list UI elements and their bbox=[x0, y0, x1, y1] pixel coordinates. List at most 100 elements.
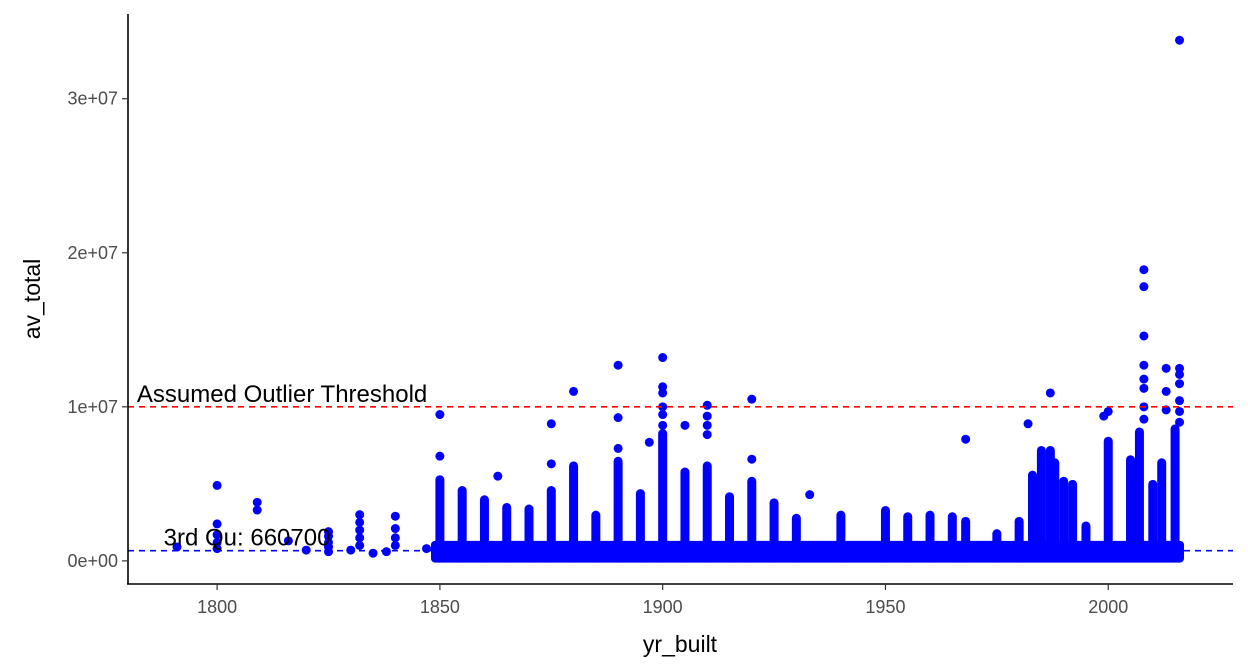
point-cluster bbox=[680, 467, 690, 563]
point-cluster bbox=[613, 456, 623, 563]
data-point bbox=[1175, 396, 1185, 406]
data-point bbox=[658, 353, 668, 363]
point-cluster bbox=[1157, 458, 1167, 562]
data-point bbox=[1161, 363, 1171, 373]
data-point bbox=[390, 540, 400, 550]
data-point bbox=[747, 454, 757, 464]
point-cluster bbox=[1027, 470, 1037, 562]
data-point bbox=[390, 511, 400, 521]
data-point bbox=[1175, 369, 1185, 379]
data-point bbox=[1175, 35, 1185, 45]
data-point bbox=[702, 430, 712, 440]
data-point bbox=[702, 420, 712, 430]
point-cluster bbox=[1134, 427, 1144, 562]
data-point bbox=[324, 547, 334, 557]
y-axis-title: av_total bbox=[19, 259, 45, 340]
data-point bbox=[324, 531, 334, 541]
data-point bbox=[658, 388, 668, 398]
data-point bbox=[658, 402, 668, 412]
data-point bbox=[1161, 405, 1171, 415]
data-point bbox=[1175, 406, 1185, 416]
point-cluster bbox=[1126, 455, 1136, 562]
x-axis-ticks: 1800 1850 1900 1950 2000 bbox=[197, 584, 1128, 617]
x-tick-label: 2000 bbox=[1088, 597, 1128, 617]
data-point bbox=[355, 517, 365, 527]
point-cluster bbox=[1036, 445, 1046, 562]
data-point bbox=[252, 497, 262, 507]
y-tick-label: 0e+00 bbox=[67, 551, 118, 571]
x-tick-label: 1800 bbox=[197, 597, 237, 617]
data-point bbox=[212, 480, 222, 490]
data-point bbox=[1139, 360, 1149, 370]
data-point bbox=[493, 471, 503, 481]
data-point bbox=[381, 547, 391, 557]
point-cluster bbox=[658, 429, 668, 563]
x-axis-title: yr_built bbox=[643, 631, 718, 657]
point-cluster bbox=[435, 475, 445, 563]
y-tick-label: 1e+07 bbox=[67, 397, 118, 417]
data-point bbox=[252, 505, 262, 515]
data-point bbox=[658, 420, 668, 430]
data-point bbox=[355, 525, 365, 535]
data-point bbox=[644, 437, 654, 447]
x-tick-label: 1900 bbox=[643, 597, 683, 617]
reference-line-label: 3rd Qu: 660700 bbox=[164, 525, 331, 552]
data-point bbox=[613, 443, 623, 453]
data-points bbox=[172, 35, 1185, 558]
data-point bbox=[390, 524, 400, 534]
data-point bbox=[613, 413, 623, 423]
data-point bbox=[390, 533, 400, 543]
data-point bbox=[1139, 374, 1149, 384]
data-point bbox=[680, 420, 690, 430]
data-point bbox=[355, 533, 365, 543]
data-point bbox=[172, 542, 182, 552]
x-tick-label: 1850 bbox=[420, 597, 460, 617]
point-cluster bbox=[702, 461, 712, 563]
data-point bbox=[355, 540, 365, 550]
point-cluster bbox=[1059, 476, 1069, 562]
data-point bbox=[355, 510, 365, 520]
reference-lines: Assumed Outlier Threshold 3rd Qu: 660700 bbox=[128, 381, 1233, 552]
data-point bbox=[546, 419, 556, 429]
data-point bbox=[1161, 386, 1171, 396]
data-point bbox=[212, 530, 222, 540]
data-point bbox=[613, 360, 623, 370]
data-point bbox=[747, 394, 757, 404]
dense-point-bands bbox=[430, 424, 1184, 563]
data-point bbox=[1023, 419, 1033, 429]
point-cluster bbox=[1050, 458, 1060, 562]
data-point bbox=[283, 536, 293, 546]
reference-line-label: Assumed Outlier Threshold bbox=[137, 381, 427, 408]
data-point bbox=[1175, 417, 1185, 427]
data-point bbox=[1175, 379, 1185, 389]
data-point bbox=[435, 410, 445, 420]
dense-point-floor bbox=[430, 540, 1184, 563]
data-point bbox=[1175, 363, 1185, 373]
data-point bbox=[569, 386, 579, 396]
data-point bbox=[1139, 383, 1149, 393]
data-point bbox=[1045, 388, 1055, 398]
data-point bbox=[805, 490, 815, 500]
y-axis-ticks: 0e+00 1e+07 2e+07 3e+07 bbox=[67, 89, 128, 571]
data-point bbox=[212, 537, 222, 547]
data-point bbox=[1139, 331, 1149, 341]
point-cluster bbox=[1170, 424, 1180, 562]
data-point bbox=[658, 410, 668, 420]
x-tick-label: 1950 bbox=[865, 597, 905, 617]
data-point bbox=[702, 400, 712, 410]
point-cluster bbox=[569, 461, 579, 563]
data-point bbox=[1139, 265, 1149, 275]
point-cluster bbox=[1103, 436, 1113, 562]
y-tick-label: 3e+07 bbox=[67, 89, 118, 109]
data-point bbox=[1139, 282, 1149, 292]
data-point bbox=[422, 544, 432, 554]
data-point bbox=[961, 434, 971, 444]
y-tick-label: 2e+07 bbox=[67, 243, 118, 263]
data-point bbox=[702, 411, 712, 421]
data-point bbox=[658, 382, 668, 392]
data-point bbox=[546, 459, 556, 469]
data-point bbox=[212, 519, 222, 529]
data-point bbox=[1103, 406, 1113, 416]
data-point bbox=[435, 451, 445, 461]
